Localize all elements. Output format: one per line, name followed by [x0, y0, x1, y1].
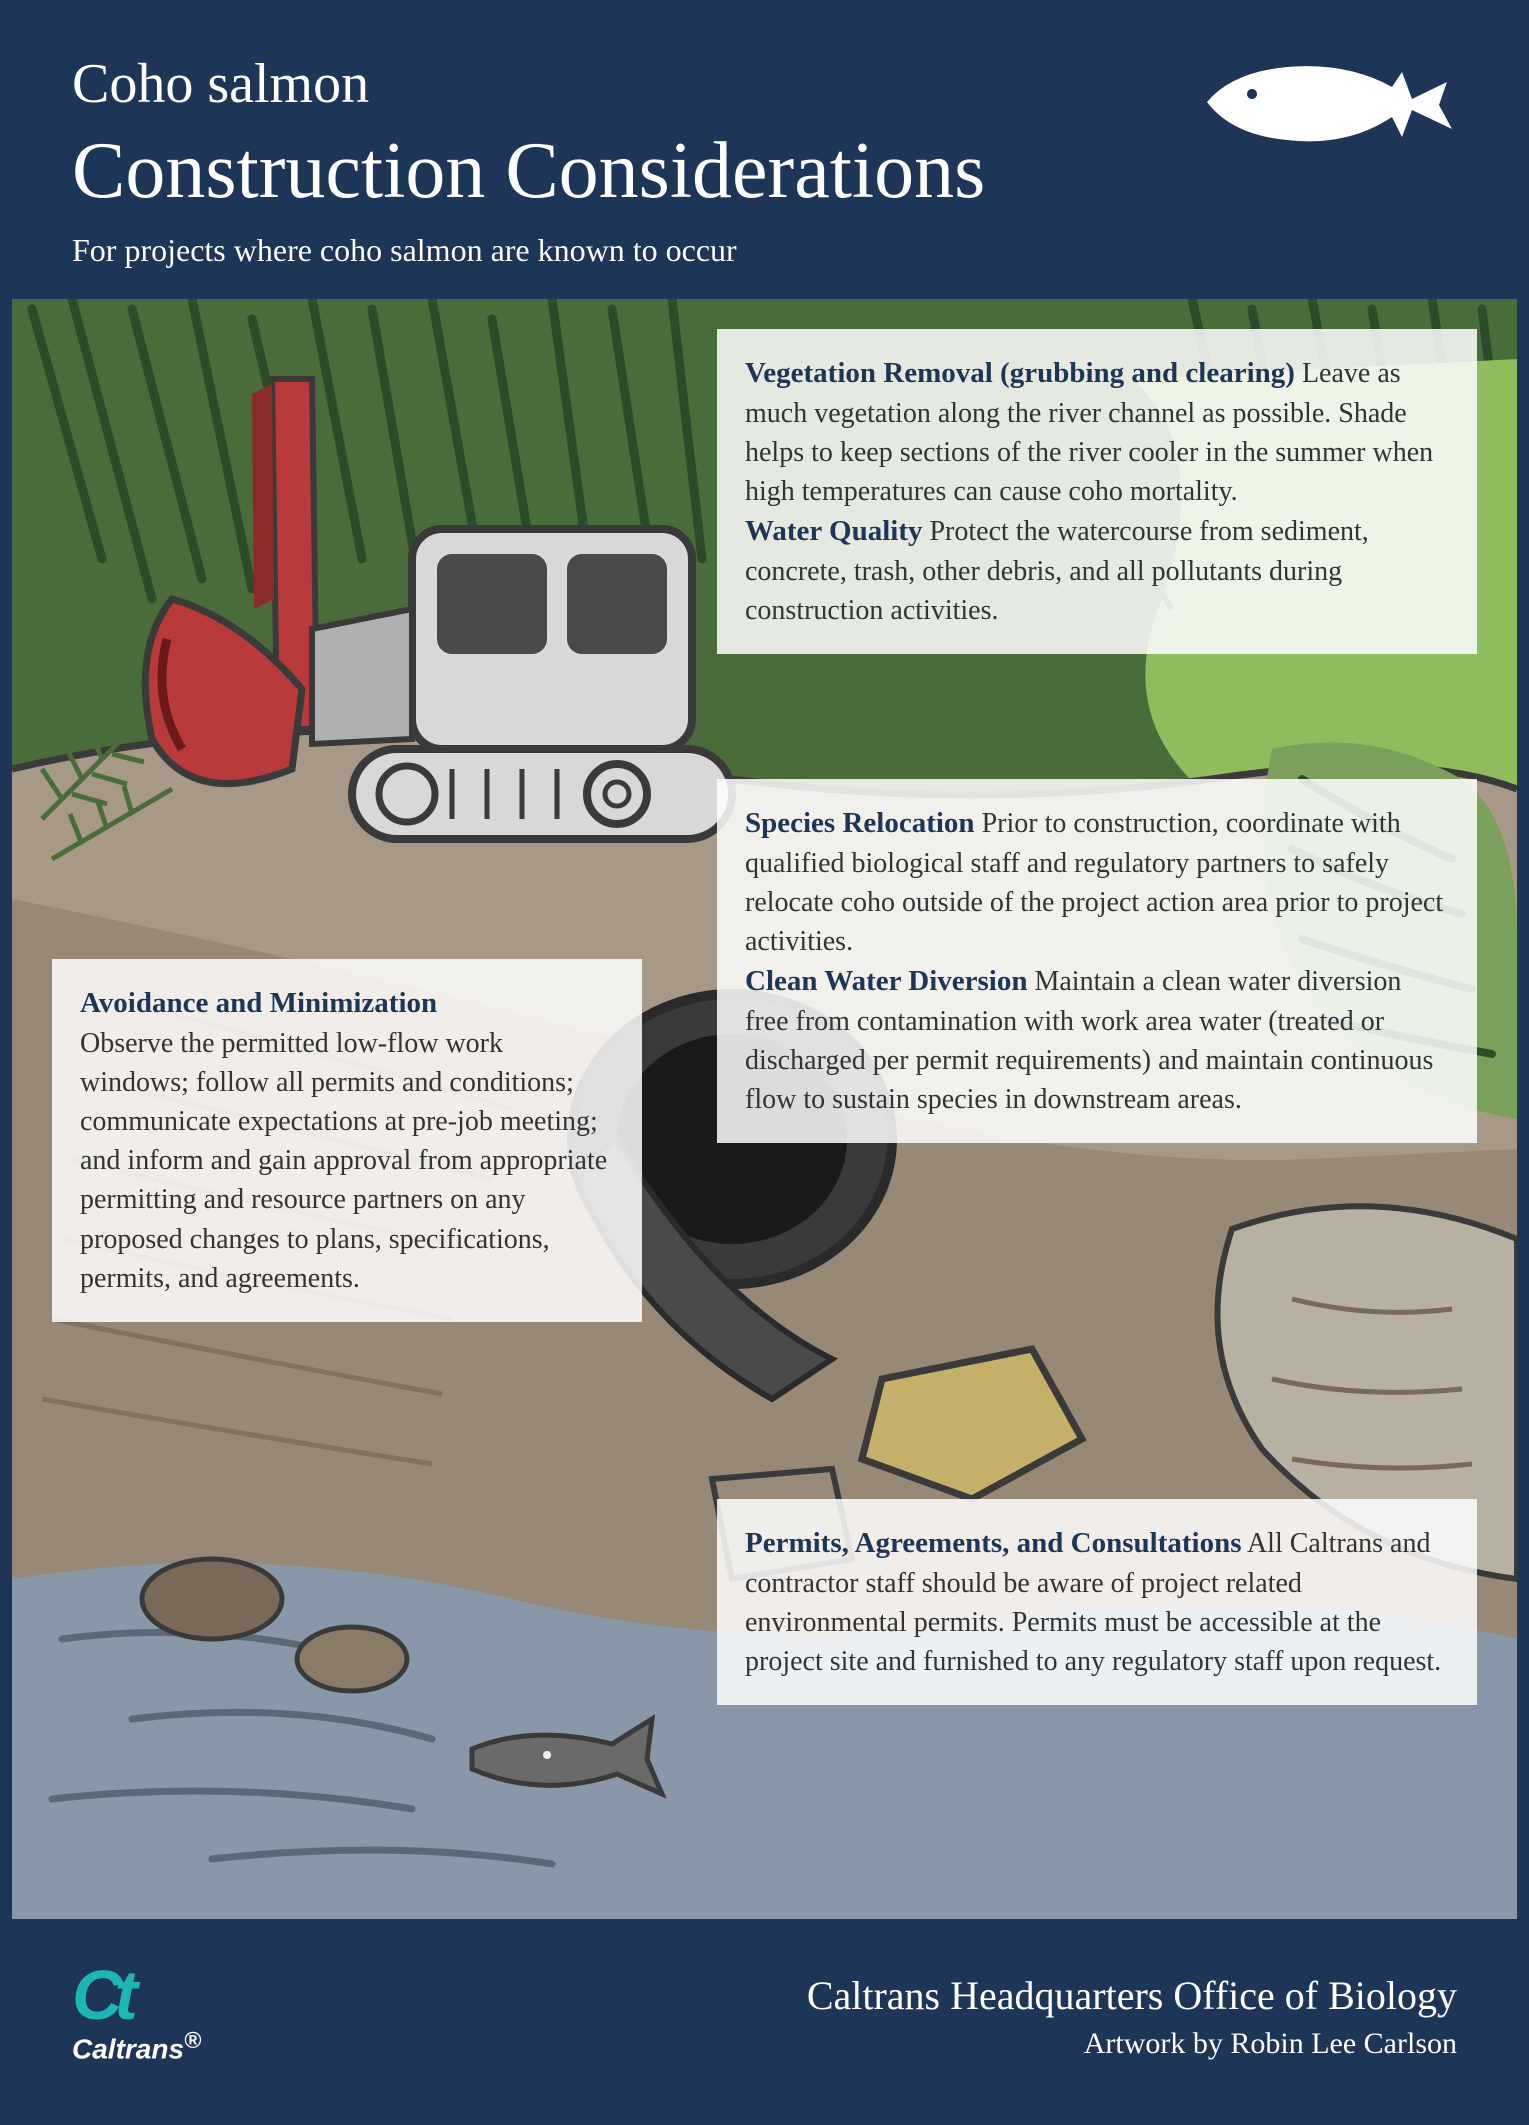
illustration-area: Vegetation Removal (grubbing and clearin… — [12, 299, 1517, 1919]
section-heading: Permits, Agreements, and Consultations — [745, 1527, 1241, 1559]
section-heading: Clean Water Diversion — [745, 965, 1027, 997]
logo-word: Caltrans® — [72, 2027, 201, 2065]
footer-org: Caltrans Headquarters Office of Biology — [807, 1972, 1457, 2019]
footer: Ct Caltrans® Caltrans Headquarters Offic… — [12, 1919, 1517, 2114]
logo-mark: Ct — [72, 1967, 130, 2023]
info-box-vegetation-water: Vegetation Removal (grubbing and clearin… — [717, 329, 1477, 654]
header: Coho salmon Construction Considerations … — [12, 12, 1517, 299]
salmon-icon — [1197, 47, 1457, 157]
info-box-avoidance: Avoidance and Minimization Observe the p… — [52, 959, 642, 1322]
section-heading: Avoidance and Minimization — [80, 987, 437, 1019]
section-heading: Species Relocation — [745, 807, 975, 839]
section-heading: Water Quality — [745, 515, 922, 547]
subtitle: For projects where coho salmon are known… — [72, 232, 1457, 269]
info-box-species-diversion: Species Relocation Prior to construction… — [717, 779, 1477, 1143]
poster: Coho salmon Construction Considerations … — [0, 0, 1529, 2125]
footer-artwork-credit: Artwork by Robin Lee Carlson — [807, 2027, 1457, 2061]
footer-credits: Caltrans Headquarters Office of Biology … — [807, 1972, 1457, 2061]
caltrans-logo: Ct Caltrans® — [72, 1967, 201, 2065]
info-box-permits: Permits, Agreements, and Consultations A… — [717, 1499, 1477, 1705]
section-heading: Vegetation Removal (grubbing and clearin… — [745, 357, 1295, 389]
section-body: Observe the permitted low-flow work wind… — [80, 1028, 607, 1294]
